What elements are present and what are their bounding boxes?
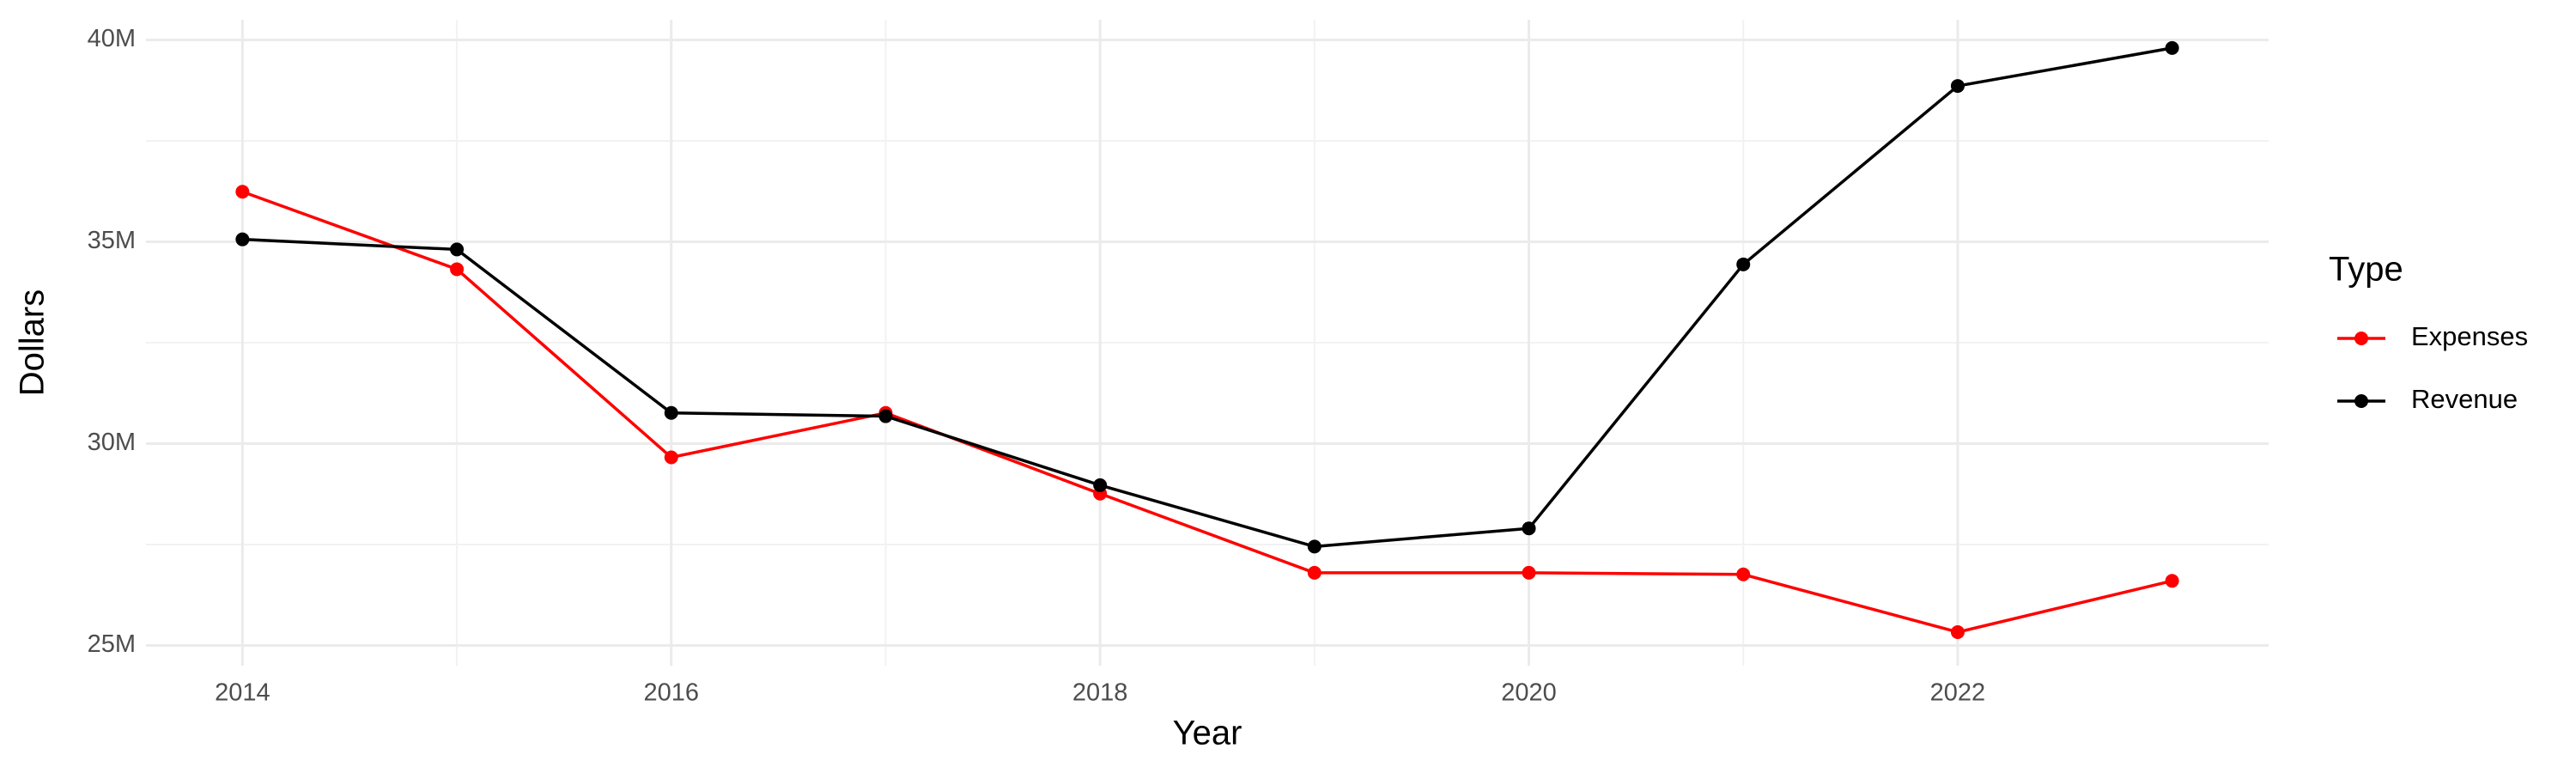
- y-axis-title: Dollars: [14, 289, 52, 396]
- y-tick-label: 25M: [88, 630, 136, 658]
- y-tick-label: 30M: [88, 429, 136, 456]
- x-tick-label: 2016: [643, 679, 699, 707]
- legend-label: Expenses: [2411, 321, 2528, 351]
- data-point: [1950, 79, 1965, 94]
- data-point: [1522, 565, 1536, 580]
- legend-label: Revenue: [2411, 384, 2518, 414]
- y-tick-label: 35M: [88, 227, 136, 254]
- x-axis-title: Year: [1173, 715, 1242, 752]
- x-tick-label: 2022: [1930, 679, 1986, 707]
- x-tick-label: 2020: [1501, 679, 1557, 707]
- y-tick-label: 40M: [88, 25, 136, 52]
- data-point: [1736, 567, 1751, 581]
- legend-point: [2354, 332, 2368, 345]
- data-point: [450, 262, 465, 277]
- data-point: [235, 232, 250, 247]
- data-point: [664, 405, 678, 420]
- data-point: [664, 450, 678, 465]
- x-tick-label: 2018: [1072, 679, 1128, 707]
- data-point: [2165, 40, 2179, 55]
- series-line: [242, 46, 2172, 549]
- legend-title: Type: [2329, 251, 2403, 289]
- data-point: [1307, 539, 1321, 554]
- series-line: [241, 190, 2173, 634]
- data-point: [2165, 574, 2179, 588]
- data-point: [1522, 521, 1536, 536]
- legend-point: [2354, 394, 2368, 408]
- data-point: [1736, 257, 1751, 271]
- data-point: [878, 409, 893, 423]
- data-point: [1093, 478, 1108, 492]
- data-point: [450, 242, 465, 257]
- data-point: [1307, 565, 1321, 580]
- data-point: [235, 185, 250, 199]
- x-tick-label: 2014: [215, 679, 270, 707]
- data-point: [1950, 624, 1965, 639]
